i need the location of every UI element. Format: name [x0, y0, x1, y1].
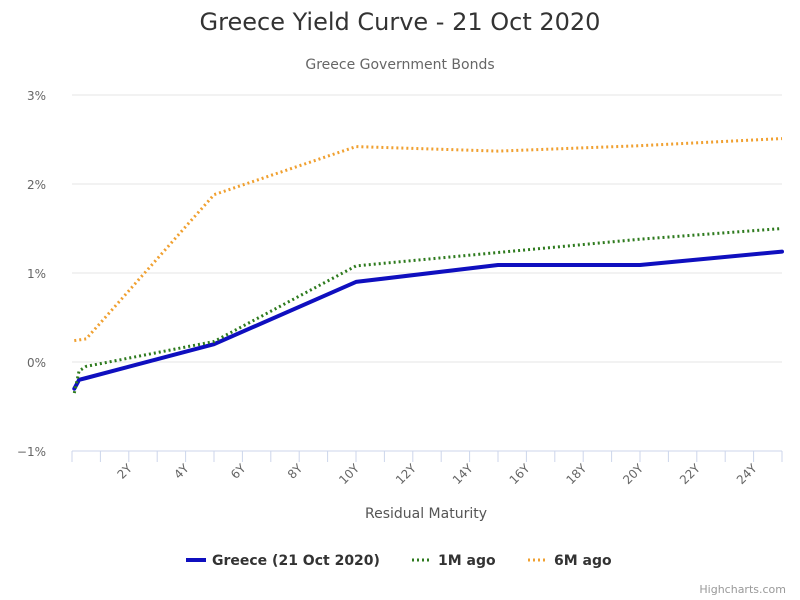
x-tick-label: 4Y	[171, 461, 192, 482]
series-line[interactable]	[72, 227, 783, 394]
legend-item[interactable]: Greece (21 Oct 2020)	[186, 553, 380, 569]
x-tick-label: 6Y	[228, 461, 249, 482]
x-tick-label: 14Y	[450, 461, 476, 487]
y-tick-label: −1%	[17, 445, 46, 459]
legend-item[interactable]: 1M ago	[412, 553, 496, 569]
x-tick-label: 16Y	[507, 461, 533, 487]
chart-subtitle: Greece Government Bonds	[305, 57, 494, 73]
chart-title: Greece Yield Curve - 21 Oct 2020	[200, 8, 601, 36]
y-tick-label: 0%	[27, 356, 46, 370]
x-tick-label: 18Y	[563, 461, 589, 487]
x-tick-label: 22Y	[677, 461, 703, 487]
y-tick-label: 3%	[27, 89, 46, 103]
y-tick-label: 1%	[27, 267, 46, 281]
series-line[interactable]	[74, 137, 783, 343]
legend-label: 1M ago	[438, 553, 496, 569]
legend[interactable]: Greece (21 Oct 2020) 1M ago 6M ago	[186, 553, 612, 569]
x-tick-label: 2Y	[114, 461, 135, 482]
credits-text[interactable]: Highcharts.com	[699, 583, 786, 596]
legend-label: Greece (21 Oct 2020)	[212, 553, 380, 569]
x-tick-label: 10Y	[336, 461, 362, 487]
x-tick-label: 20Y	[620, 461, 646, 487]
x-tick-label: 8Y	[285, 461, 306, 482]
legend-item[interactable]: 6M ago	[528, 553, 612, 569]
series-lines	[72, 137, 784, 394]
legend-label: 6M ago	[554, 553, 612, 569]
x-axis-title: Residual Maturity	[365, 506, 487, 522]
y-tick-label: 2%	[27, 178, 46, 192]
x-tick-label: 24Y	[734, 461, 760, 487]
series-line[interactable]	[72, 249, 784, 391]
x-tick-label: 12Y	[393, 461, 419, 487]
